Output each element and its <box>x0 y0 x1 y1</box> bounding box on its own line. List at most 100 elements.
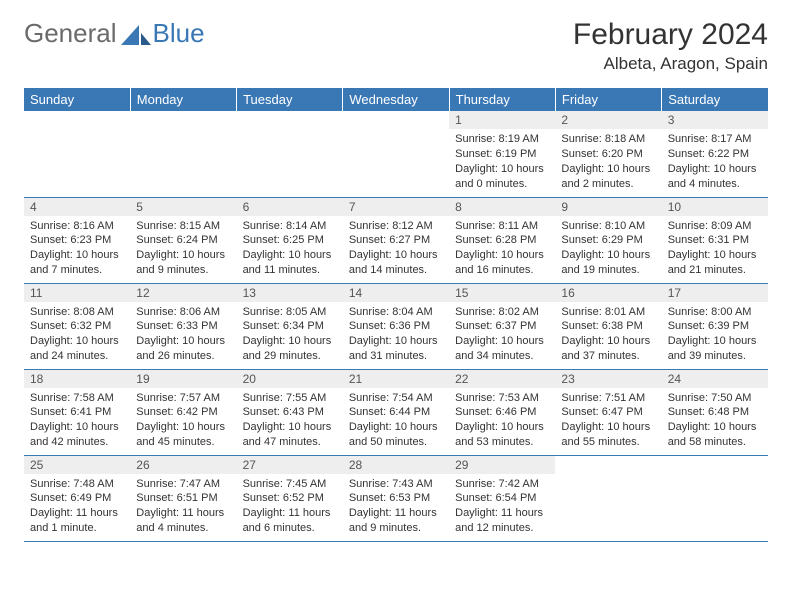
day-content: Sunrise: 7:58 AMSunset: 6:41 PMDaylight:… <box>24 388 130 453</box>
day-number: 26 <box>130 456 236 474</box>
day-content: Sunrise: 7:50 AMSunset: 6:48 PMDaylight:… <box>662 388 768 453</box>
sunset-text: Sunset: 6:19 PM <box>455 147 549 162</box>
calendar-cell: 7Sunrise: 8:12 AMSunset: 6:27 PMDaylight… <box>343 197 449 283</box>
day-number: 24 <box>662 370 768 388</box>
daylight-text: Daylight: 11 hours and 9 minutes. <box>349 506 443 536</box>
calendar-row: 4Sunrise: 8:16 AMSunset: 6:23 PMDaylight… <box>24 197 768 283</box>
weekday-header: Tuesday <box>237 88 343 111</box>
sunset-text: Sunset: 6:39 PM <box>668 319 762 334</box>
calendar-body: 1Sunrise: 8:19 AMSunset: 6:19 PMDaylight… <box>24 111 768 541</box>
logo-text-general: General <box>24 18 117 49</box>
sunrise-text: Sunrise: 7:55 AM <box>243 391 337 406</box>
sunrise-text: Sunrise: 8:01 AM <box>561 305 655 320</box>
sunset-text: Sunset: 6:29 PM <box>561 233 655 248</box>
day-content: Sunrise: 7:55 AMSunset: 6:43 PMDaylight:… <box>237 388 343 453</box>
logo-text-blue: Blue <box>153 18 205 49</box>
day-content: Sunrise: 8:06 AMSunset: 6:33 PMDaylight:… <box>130 302 236 367</box>
daylight-text: Daylight: 10 hours and 34 minutes. <box>455 334 549 364</box>
weekday-header: Thursday <box>449 88 555 111</box>
sunset-text: Sunset: 6:24 PM <box>136 233 230 248</box>
day-number: 6 <box>237 198 343 216</box>
day-content: Sunrise: 8:08 AMSunset: 6:32 PMDaylight:… <box>24 302 130 367</box>
sunrise-text: Sunrise: 7:50 AM <box>668 391 762 406</box>
daylight-text: Daylight: 10 hours and 29 minutes. <box>243 334 337 364</box>
sunrise-text: Sunrise: 8:09 AM <box>668 219 762 234</box>
calendar-cell: 21Sunrise: 7:54 AMSunset: 6:44 PMDayligh… <box>343 369 449 455</box>
day-number: 21 <box>343 370 449 388</box>
sunrise-text: Sunrise: 8:02 AM <box>455 305 549 320</box>
day-content: Sunrise: 8:10 AMSunset: 6:29 PMDaylight:… <box>555 216 661 281</box>
daylight-text: Daylight: 10 hours and 42 minutes. <box>30 420 124 450</box>
sunset-text: Sunset: 6:38 PM <box>561 319 655 334</box>
daylight-text: Daylight: 10 hours and 14 minutes. <box>349 248 443 278</box>
sunrise-text: Sunrise: 7:54 AM <box>349 391 443 406</box>
sunrise-text: Sunrise: 8:00 AM <box>668 305 762 320</box>
calendar-cell: 17Sunrise: 8:00 AMSunset: 6:39 PMDayligh… <box>662 283 768 369</box>
sunset-text: Sunset: 6:28 PM <box>455 233 549 248</box>
sunrise-text: Sunrise: 8:18 AM <box>561 132 655 147</box>
sunset-text: Sunset: 6:25 PM <box>243 233 337 248</box>
weekday-header: Wednesday <box>343 88 449 111</box>
day-content: Sunrise: 8:05 AMSunset: 6:34 PMDaylight:… <box>237 302 343 367</box>
calendar-cell: 9Sunrise: 8:10 AMSunset: 6:29 PMDaylight… <box>555 197 661 283</box>
calendar-cell <box>662 455 768 541</box>
calendar-cell: 1Sunrise: 8:19 AMSunset: 6:19 PMDaylight… <box>449 111 555 197</box>
calendar-cell: 20Sunrise: 7:55 AMSunset: 6:43 PMDayligh… <box>237 369 343 455</box>
calendar-row: 1Sunrise: 8:19 AMSunset: 6:19 PMDaylight… <box>24 111 768 197</box>
day-number: 18 <box>24 370 130 388</box>
sunrise-text: Sunrise: 8:15 AM <box>136 219 230 234</box>
calendar-cell: 12Sunrise: 8:06 AMSunset: 6:33 PMDayligh… <box>130 283 236 369</box>
calendar-cell: 5Sunrise: 8:15 AMSunset: 6:24 PMDaylight… <box>130 197 236 283</box>
day-number: 29 <box>449 456 555 474</box>
daylight-text: Daylight: 10 hours and 26 minutes. <box>136 334 230 364</box>
sunset-text: Sunset: 6:52 PM <box>243 491 337 506</box>
day-number: 16 <box>555 284 661 302</box>
daylight-text: Daylight: 10 hours and 37 minutes. <box>561 334 655 364</box>
sunrise-text: Sunrise: 8:16 AM <box>30 219 124 234</box>
daylight-text: Daylight: 10 hours and 53 minutes. <box>455 420 549 450</box>
day-number: 14 <box>343 284 449 302</box>
calendar-cell: 22Sunrise: 7:53 AMSunset: 6:46 PMDayligh… <box>449 369 555 455</box>
calendar-cell: 26Sunrise: 7:47 AMSunset: 6:51 PMDayligh… <box>130 455 236 541</box>
day-number: 19 <box>130 370 236 388</box>
sunrise-text: Sunrise: 7:45 AM <box>243 477 337 492</box>
calendar-cell <box>343 111 449 197</box>
location-label: Albeta, Aragon, Spain <box>573 54 768 74</box>
day-content: Sunrise: 7:53 AMSunset: 6:46 PMDaylight:… <box>449 388 555 453</box>
calendar-cell: 18Sunrise: 7:58 AMSunset: 6:41 PMDayligh… <box>24 369 130 455</box>
sunset-text: Sunset: 6:41 PM <box>30 405 124 420</box>
sunset-text: Sunset: 6:54 PM <box>455 491 549 506</box>
sunrise-text: Sunrise: 8:17 AM <box>668 132 762 147</box>
daylight-text: Daylight: 10 hours and 47 minutes. <box>243 420 337 450</box>
daylight-text: Daylight: 11 hours and 4 minutes. <box>136 506 230 536</box>
calendar-cell: 4Sunrise: 8:16 AMSunset: 6:23 PMDaylight… <box>24 197 130 283</box>
day-content: Sunrise: 8:17 AMSunset: 6:22 PMDaylight:… <box>662 129 768 194</box>
weekday-header: Saturday <box>662 88 768 111</box>
calendar-cell: 27Sunrise: 7:45 AMSunset: 6:52 PMDayligh… <box>237 455 343 541</box>
daylight-text: Daylight: 10 hours and 11 minutes. <box>243 248 337 278</box>
daylight-text: Daylight: 11 hours and 6 minutes. <box>243 506 337 536</box>
calendar-row: 11Sunrise: 8:08 AMSunset: 6:32 PMDayligh… <box>24 283 768 369</box>
daylight-text: Daylight: 10 hours and 4 minutes. <box>668 162 762 192</box>
sunrise-text: Sunrise: 8:11 AM <box>455 219 549 234</box>
sunrise-text: Sunrise: 8:10 AM <box>561 219 655 234</box>
sunset-text: Sunset: 6:36 PM <box>349 319 443 334</box>
day-content: Sunrise: 8:14 AMSunset: 6:25 PMDaylight:… <box>237 216 343 281</box>
calendar-cell: 2Sunrise: 8:18 AMSunset: 6:20 PMDaylight… <box>555 111 661 197</box>
day-content: Sunrise: 7:51 AMSunset: 6:47 PMDaylight:… <box>555 388 661 453</box>
day-content: Sunrise: 8:18 AMSunset: 6:20 PMDaylight:… <box>555 129 661 194</box>
sunset-text: Sunset: 6:46 PM <box>455 405 549 420</box>
sunset-text: Sunset: 6:51 PM <box>136 491 230 506</box>
page-title: February 2024 <box>573 18 768 52</box>
daylight-text: Daylight: 10 hours and 39 minutes. <box>668 334 762 364</box>
day-content: Sunrise: 8:09 AMSunset: 6:31 PMDaylight:… <box>662 216 768 281</box>
day-content: Sunrise: 8:02 AMSunset: 6:37 PMDaylight:… <box>449 302 555 367</box>
sunset-text: Sunset: 6:49 PM <box>30 491 124 506</box>
day-number: 2 <box>555 111 661 129</box>
calendar-cell: 6Sunrise: 8:14 AMSunset: 6:25 PMDaylight… <box>237 197 343 283</box>
day-content: Sunrise: 7:54 AMSunset: 6:44 PMDaylight:… <box>343 388 449 453</box>
daylight-text: Daylight: 11 hours and 12 minutes. <box>455 506 549 536</box>
sunset-text: Sunset: 6:34 PM <box>243 319 337 334</box>
daylight-text: Daylight: 10 hours and 31 minutes. <box>349 334 443 364</box>
sunset-text: Sunset: 6:47 PM <box>561 405 655 420</box>
